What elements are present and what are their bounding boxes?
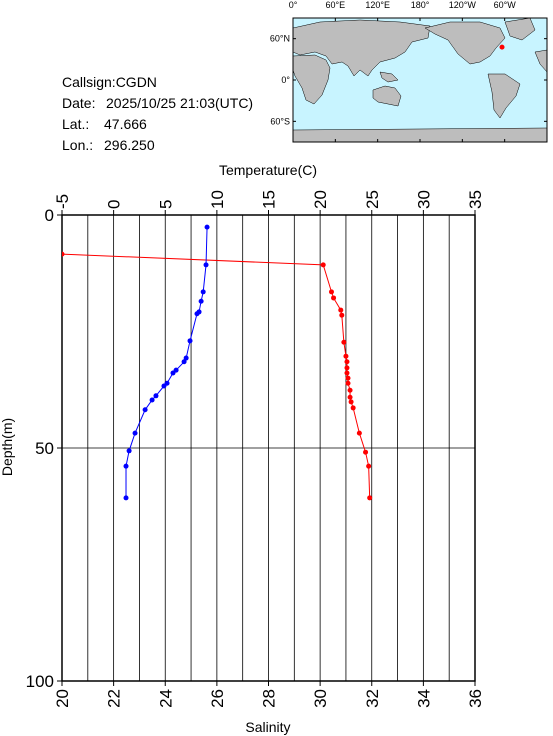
profile-point — [350, 405, 356, 411]
x-tick-label: 20 — [53, 689, 72, 708]
map-y-tick-label: 0° — [281, 75, 290, 85]
map-y-tick-label: 60°N — [270, 34, 290, 44]
plot-area — [62, 224, 373, 501]
profile-point — [367, 495, 373, 501]
y-tick-label: 100 — [26, 672, 54, 691]
x-tick-label: 28 — [260, 689, 279, 708]
profile-point — [181, 359, 187, 365]
profile-point — [366, 463, 372, 469]
profile-point — [345, 375, 351, 381]
profile-point — [149, 397, 155, 403]
profile-point — [126, 448, 132, 454]
profile-line — [62, 253, 371, 498]
callsign: Callsign:CGDN — [62, 74, 157, 90]
x-axis-title: Salinity — [245, 719, 290, 735]
lat-label: Lat.: — [62, 116, 89, 132]
y-tick-label: 0 — [45, 206, 54, 225]
x2-tick-label: 15 — [260, 190, 279, 209]
x2-tick-label: 5 — [156, 200, 175, 209]
profile-point — [344, 365, 350, 371]
profile-point — [123, 495, 129, 501]
map-x-tick-label: 180° — [411, 0, 430, 10]
y-axis-title: Depth(m) — [0, 418, 15, 476]
profile-point — [331, 295, 337, 301]
lon-label: Lon.: — [62, 137, 93, 153]
x-tick-label: 26 — [208, 689, 227, 708]
profile-point — [161, 383, 167, 389]
x2-axis-title: Temperature(C) — [219, 162, 317, 178]
profile-point — [320, 262, 326, 268]
x2-tick-label: 0 — [105, 200, 124, 209]
profile-point — [344, 359, 350, 365]
x2-tick-label: 20 — [311, 190, 330, 209]
profile-point — [345, 380, 351, 386]
world-map — [292, 17, 548, 143]
y-tick-label: 50 — [35, 439, 54, 458]
profile-point — [123, 463, 129, 469]
map-x-tick-label: 120°W — [449, 0, 477, 10]
profile-point — [356, 430, 362, 436]
x2-tick-label: 35 — [466, 190, 485, 209]
x-tick-label: 24 — [156, 689, 175, 708]
profile-point — [183, 355, 189, 361]
profile-point — [142, 407, 148, 413]
profile-point — [132, 430, 138, 436]
profile-point — [328, 289, 334, 295]
profile-line — [125, 227, 208, 498]
profile-point — [341, 339, 347, 345]
profile-point — [363, 449, 369, 455]
map-x-tick-label: 60°E — [326, 0, 346, 10]
x2-tick-label: 25 — [363, 190, 382, 209]
profile-point — [170, 370, 176, 376]
profile-point — [338, 307, 344, 313]
profile-point — [62, 251, 65, 257]
profile-point — [194, 311, 200, 317]
profile-point — [153, 393, 159, 399]
x-tick-label: 34 — [414, 689, 433, 708]
land — [293, 18, 547, 142]
profile-point — [187, 338, 193, 344]
map-x-tick-label: 120°E — [365, 0, 390, 10]
profile-point — [204, 224, 210, 230]
profile-point — [200, 289, 206, 295]
map-x-tick-label: 60°W — [494, 0, 517, 10]
x2-tick-label: 30 — [414, 190, 433, 209]
map-x-tick-label: 0° — [289, 0, 298, 10]
station-marker — [499, 44, 505, 50]
x-tick-label: 32 — [363, 689, 382, 708]
date-label: Date: — [62, 95, 95, 111]
x-tick-label: 36 — [466, 689, 485, 708]
x-tick-label: 30 — [311, 689, 330, 708]
profile-point — [203, 262, 209, 268]
x2-tick-label: 10 — [208, 190, 227, 209]
map-y-tick-label: 60°S — [270, 116, 290, 126]
profile-point — [343, 353, 349, 359]
profile-point — [347, 387, 353, 393]
lon: 296.250 — [104, 137, 155, 153]
profile-point — [344, 370, 350, 376]
profile-point — [198, 298, 204, 304]
station-info: Callsign:CGDN Date: 2025/10/25 21:03(UTC… — [62, 74, 253, 153]
lat: 47.666 — [104, 116, 147, 132]
profile-point — [348, 399, 354, 405]
x-tick-label: 22 — [105, 689, 124, 708]
profile-point — [347, 394, 353, 400]
profile-point — [339, 312, 345, 318]
date: 2025/10/25 21:03(UTC) — [106, 95, 253, 111]
x2-tick-label: -5 — [53, 194, 72, 209]
